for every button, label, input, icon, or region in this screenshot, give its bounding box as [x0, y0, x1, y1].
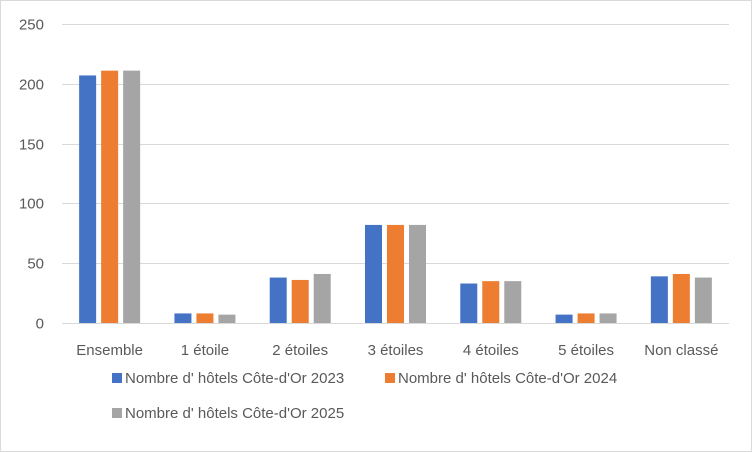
bar-3-4: [409, 224, 426, 323]
legend: Nombre d' hôtels Côte-d'Or 2023 Nombre d'…: [112, 370, 617, 422]
legend-swatch: [112, 373, 122, 383]
x-tick-label: 1 étoile: [181, 342, 229, 359]
bar-2-6: [577, 313, 595, 323]
bar-1-3: [269, 277, 287, 323]
bar-2-4: [387, 224, 404, 323]
legend-label: Nombre d' hôtels Côte-d'Or 2025: [125, 405, 344, 422]
x-tick-label: 4 étoiles: [463, 342, 519, 359]
x-tick-label: Non classé: [644, 342, 718, 359]
legend-label: Nombre d' hôtels Côte-d'Or 2024: [398, 370, 617, 387]
gridlines: [62, 24, 729, 324]
bar-1-6: [555, 314, 573, 323]
bars: [79, 70, 712, 323]
bar-3-2: [218, 314, 236, 323]
bar-1-2: [174, 313, 192, 323]
bar-3-6: [599, 313, 617, 323]
bar-1-7: [650, 276, 668, 323]
bar-2-7: [672, 273, 690, 323]
y-tick-label: 250: [19, 17, 44, 34]
bar-2-5: [482, 281, 500, 323]
x-tick-label: 3 étoiles: [368, 342, 424, 359]
legend-swatch: [385, 373, 395, 383]
bar-1-5: [460, 283, 478, 323]
y-tick-label: 50: [27, 256, 44, 273]
y-tick-label: 0: [36, 316, 44, 333]
y-tick-label: 200: [19, 77, 44, 94]
bar-3-3: [313, 273, 331, 323]
bar-3-5: [504, 281, 522, 323]
y-tick-label: 150: [19, 137, 44, 154]
bar-1-1: [79, 75, 97, 323]
y-tick-label: 100: [19, 196, 44, 213]
legend-label: Nombre d' hôtels Côte-d'Or 2023: [125, 370, 344, 387]
legend-swatch: [112, 408, 122, 418]
x-axis-ticks: Ensemble 1 étoile 2 étoiles 3 étoiles 4 étoi…: [76, 342, 718, 359]
bar-2-2: [196, 313, 214, 323]
bar-1-4: [365, 224, 382, 323]
y-axis-ticks: 0 50 100 150 200 250: [19, 17, 44, 333]
bar-2-1: [101, 70, 119, 323]
x-tick-label: 2 étoiles: [272, 342, 328, 359]
x-tick-label: 5 étoiles: [558, 342, 614, 359]
bar-2-3: [291, 279, 309, 323]
bar-3-1: [123, 70, 141, 323]
x-tick-label: Ensemble: [76, 342, 143, 359]
bar-3-7: [694, 277, 712, 323]
